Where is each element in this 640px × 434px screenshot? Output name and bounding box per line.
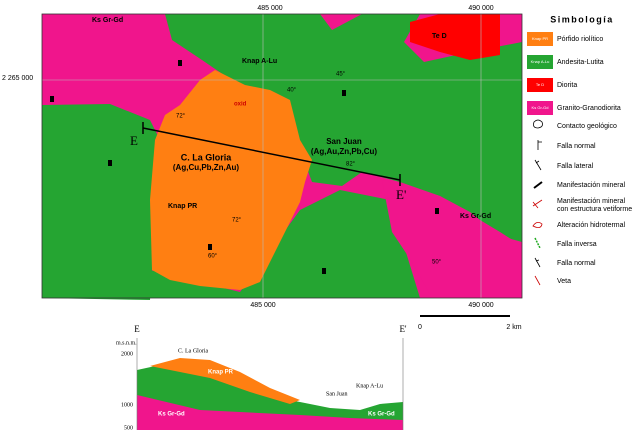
unit-label: Knap A-Lu — [242, 58, 277, 65]
legend-label: Andesita-Lutita — [557, 59, 604, 66]
legend-code: Ks Gr-Gd — [532, 105, 549, 110]
section-label: San Juan — [326, 391, 348, 397]
coord-label: 490 000 — [468, 302, 493, 309]
symbol — [537, 140, 542, 150]
section-line — [142, 127, 401, 181]
symbol — [108, 160, 112, 166]
andesite-layer — [137, 365, 403, 420]
coord-label: 2 265 000 — [2, 75, 33, 82]
unit-label: Knap PR — [168, 203, 197, 210]
legend-swatch — [527, 101, 553, 115]
andesite-area — [42, 104, 160, 300]
symbol — [342, 90, 346, 96]
site-metals: (Ag,Cu,Pb,Zn,Au) — [173, 163, 240, 172]
site-name: C. La Gloria — [181, 152, 233, 162]
section-label: Knap A-Lu — [356, 383, 383, 389]
legend-label: Falla normal — [557, 143, 596, 150]
symbol — [435, 208, 439, 214]
section-label: Ks Gr-Gd — [368, 412, 395, 418]
symbol — [534, 257, 541, 268]
legend-label: Veta — [557, 278, 571, 285]
symbol — [534, 159, 542, 171]
unit-label: Te D — [432, 33, 447, 40]
map-frame — [41, 13, 523, 299]
legend-label: Falla normal — [557, 260, 596, 267]
legend-label: Diorita — [557, 82, 577, 89]
annotation: oxid — [234, 102, 247, 108]
section-label: Ks Gr-Gd — [158, 412, 185, 418]
legend-label: Manifestación mineral — [557, 182, 626, 189]
legend-code: Knap A-Lu — [531, 59, 550, 64]
coord-label: 485 000 — [250, 302, 275, 309]
symbol — [532, 199, 543, 209]
symbol — [534, 275, 541, 286]
symbol — [322, 268, 326, 274]
legend-label: Manifestación mineral — [557, 198, 626, 205]
dip: 72° — [232, 218, 242, 224]
legend-label: Granito-Granodiorita — [557, 105, 621, 112]
elevation-label: 2000 — [121, 351, 133, 357]
legend-label: Falla lateral — [557, 163, 594, 170]
section-end-label: E — [134, 324, 140, 334]
legend-code: Knap PR — [532, 36, 548, 41]
symbol — [178, 60, 182, 66]
andesite-area — [165, 14, 522, 242]
legend-label: Contacto geológico — [557, 123, 617, 130]
symbol — [533, 119, 543, 129]
elevation-label: 500 — [124, 425, 133, 431]
legend-swatch — [527, 55, 553, 69]
legend-label: Falla inversa — [557, 241, 597, 248]
granite-area — [382, 180, 522, 298]
dip: 50° — [432, 260, 442, 266]
site-name: San Juan — [326, 137, 362, 146]
section-end-label: E' — [396, 187, 406, 202]
dip: 40° — [287, 88, 297, 94]
map: 485 000 490 000 485 000 490 000 2 265 00… — [2, 5, 523, 331]
andesite-area — [150, 190, 420, 298]
scale-label: 0 — [418, 324, 422, 331]
dip: 82° — [346, 162, 356, 168]
legend-label: Pórfido riolítico — [557, 36, 603, 43]
legend-swatch — [527, 32, 553, 46]
legend-label: Alteración hidrotermal — [557, 222, 626, 229]
porphyry-area — [150, 70, 312, 290]
section-end-label: E — [130, 133, 138, 148]
unit-label: Ks Gr-Gd — [92, 17, 123, 24]
legend-label: con estructura vetiforme — [557, 206, 632, 213]
scale-label: 2 km — [506, 324, 521, 331]
structure-symbols — [50, 60, 439, 274]
section-label: C. La Gloria — [178, 348, 208, 354]
symbol — [50, 96, 54, 102]
unit-label: Ks Gr-Gd — [460, 213, 491, 220]
legend-code: Te D — [536, 82, 544, 87]
elevation-label: 1000 — [121, 402, 133, 408]
dip: 72° — [176, 114, 186, 120]
legend-swatch — [527, 78, 553, 92]
diorite-area — [410, 14, 500, 60]
site-metals: (Ag,Au,Zn,Pb,Cu) — [311, 147, 378, 156]
section-end-label: E' — [399, 324, 406, 334]
dip: 45° — [336, 72, 346, 78]
symbol — [532, 222, 543, 228]
legend-title: Simbología — [550, 14, 614, 24]
coord-label: 485 000 — [257, 5, 282, 12]
symbol — [208, 244, 212, 250]
section-label: Knap PR — [208, 370, 234, 376]
legend-symbols — [532, 119, 543, 286]
cross-section: E E' m.s.n.m. 2000 1000 500 C. La Gloria… — [116, 324, 407, 431]
axis-unit: m.s.n.m. — [116, 340, 137, 346]
legend: Simbología Knap PR Knap A-Lu Te D Ks Gr-… — [527, 14, 632, 286]
symbol — [534, 237, 541, 249]
symbol — [533, 181, 543, 189]
porphyry-layer — [150, 358, 300, 404]
coord-label: 490 000 — [468, 5, 493, 12]
dip: 60° — [208, 254, 218, 260]
